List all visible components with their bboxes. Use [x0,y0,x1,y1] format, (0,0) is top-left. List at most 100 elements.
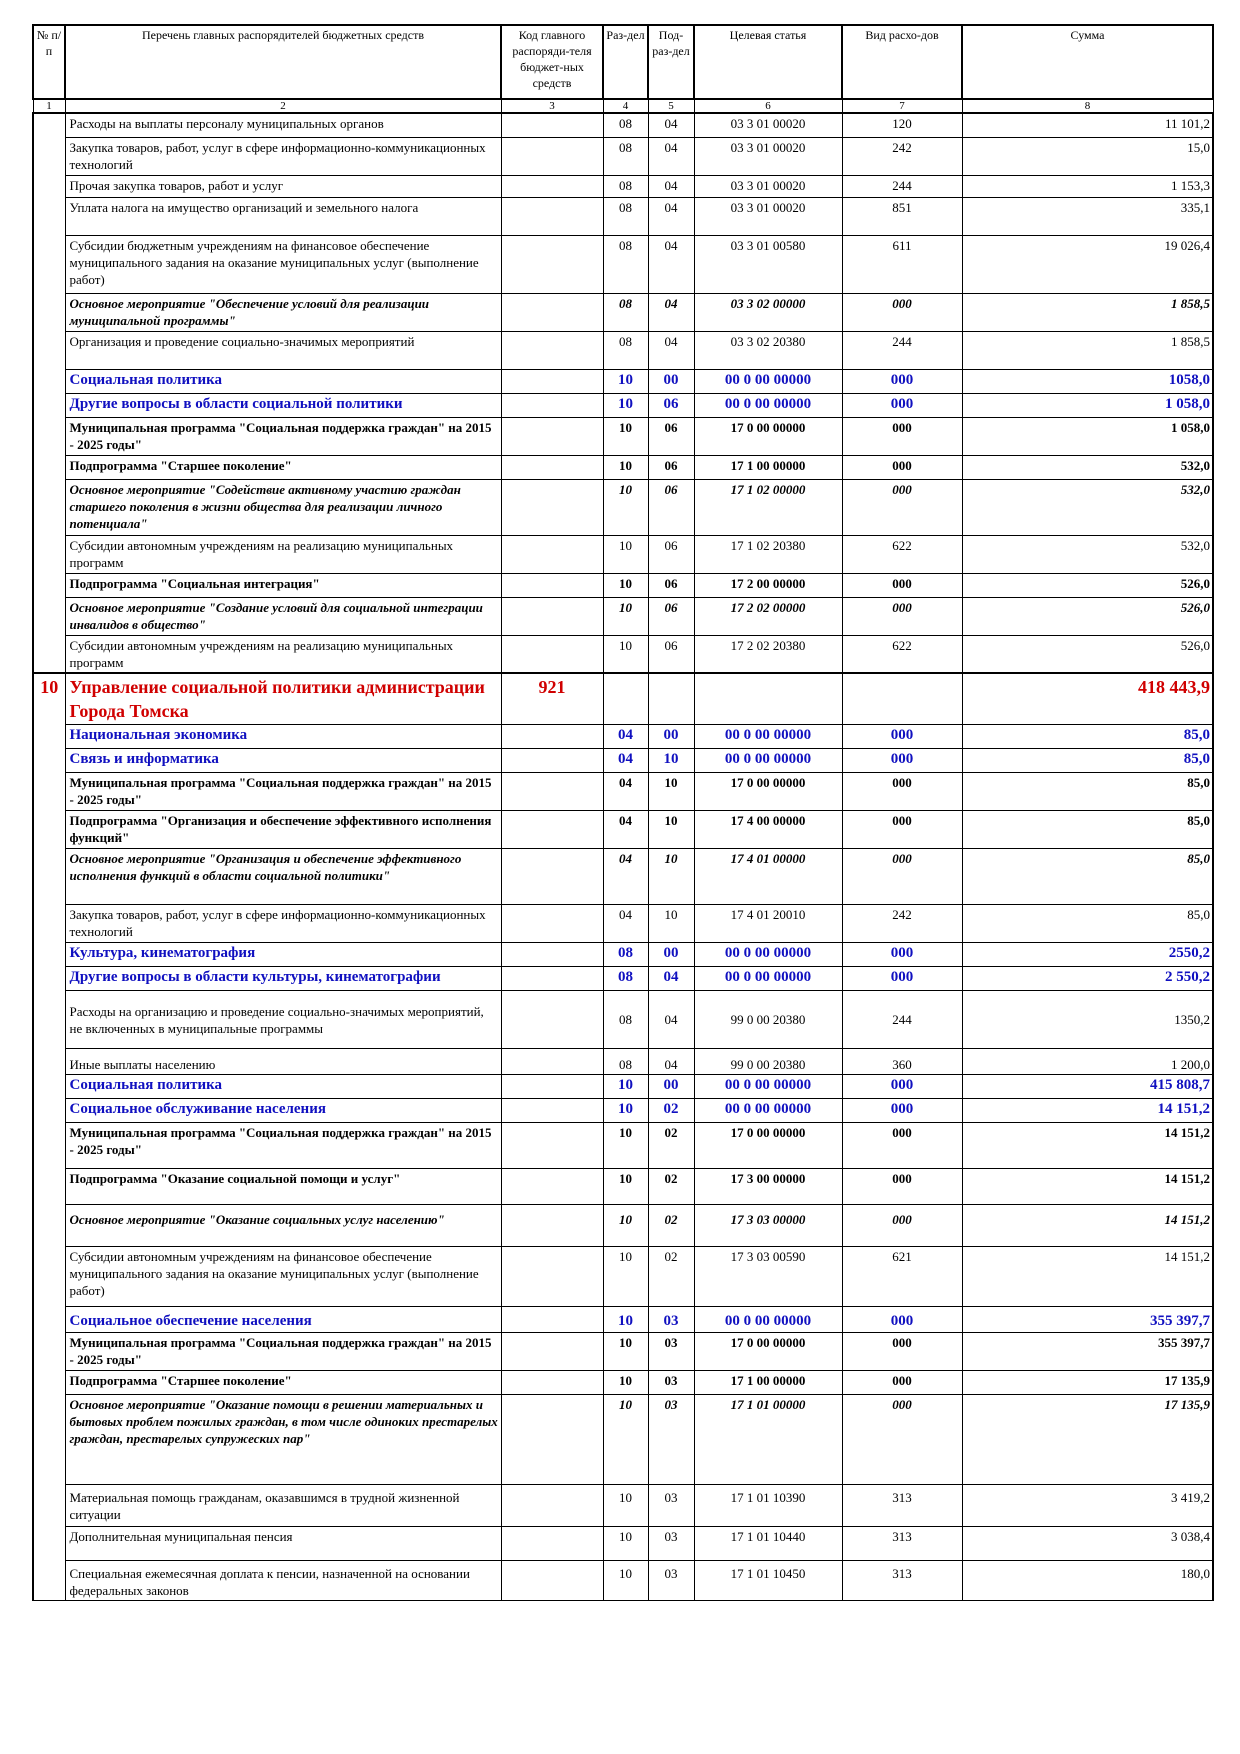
row-razdel: 08 [602,942,649,967]
row-number [32,1370,66,1395]
row-podrazdel: 06 [647,454,695,480]
row-podrazdel: 04 [647,234,695,294]
row-sum: 17 135,9 [961,1394,1214,1485]
row-podrazdel: 04 [647,990,695,1049]
header-row: № п/п Перечень главных распорядителей бю… [32,24,1214,100]
row-target: 17 4 01 20010 [693,904,843,943]
row-podrazdel: 02 [647,1246,695,1307]
row-vid: 000 [841,1306,963,1333]
row-code: 921 [500,672,604,725]
row-number [32,175,66,197]
column-index: 1 [32,98,66,114]
row-vid: 242 [841,136,963,176]
row-sum: 1 058,0 [961,392,1214,418]
row-vid: 000 [841,1204,963,1247]
header-name: Перечень главных распорядителей бюджетны… [64,24,502,100]
row-razdel: 04 [602,772,649,811]
table-row: Основное мероприятие "Организация и обес… [32,848,1214,905]
row-number [32,197,66,235]
row-podrazdel: 06 [647,572,695,598]
table-row: Муниципальная программа "Социальная подд… [32,772,1214,811]
row-podrazdel: 10 [647,810,695,849]
row-target: 00 0 00 00000 [693,1074,843,1099]
table-row: Связь и информатика 04 10 00 0 00 00000 000 8… [32,748,1214,773]
row-number [32,597,66,635]
row-name: Социальное обеспечение населения [64,1306,502,1333]
row-code [500,1306,604,1333]
row-code [500,1074,604,1099]
row-vid: 000 [841,368,963,394]
row-name: Уплата налога на имущество организаций и… [64,196,502,236]
row-podrazdel: 00 [647,1074,695,1099]
row-number [32,1526,66,1561]
row-podrazdel: 04 [647,196,695,236]
row-target: 00 0 00 00000 [693,368,843,394]
row-vid: 244 [841,990,963,1049]
row-code [500,1370,604,1395]
table-row: Основное мероприятие "Создание условий д… [32,596,1214,636]
row-vid: 000 [841,772,963,811]
row-sum: 355 397,7 [961,1332,1214,1371]
row-razdel: 08 [602,966,649,991]
row-sum: 3 038,4 [961,1526,1214,1561]
row-vid: 000 [841,966,963,991]
row-razdel: 10 [602,1526,649,1561]
table-row: Основное мероприятие "Оказание помощи в … [32,1394,1214,1485]
row-razdel: 08 [602,330,649,370]
row-sum: 85,0 [961,748,1214,773]
row-podrazdel: 04 [647,112,695,138]
row-code [500,478,604,536]
row-podrazdel: 06 [647,416,695,456]
row-razdel: 08 [602,234,649,294]
row-number [32,942,66,967]
row-sum: 1350,2 [961,990,1214,1049]
row-podrazdel: 04 [647,292,695,332]
row-name: Национальная экономика [64,724,502,749]
row-number [32,904,66,943]
column-index: 5 [647,98,695,114]
row-razdel: 08 [602,112,649,138]
row-podrazdel: 00 [647,942,695,967]
row-code [500,1526,604,1561]
row-target: 17 3 03 00590 [693,1246,843,1307]
row-vid: 000 [841,1370,963,1395]
row-razdel: 08 [602,136,649,176]
header-razdel: Раз-дел [602,24,649,100]
row-number [32,772,66,811]
row-code [500,234,604,294]
row-vid: 000 [841,392,963,418]
row-target: 17 1 01 10440 [693,1526,843,1561]
row-number [32,1168,66,1205]
table-row: Субсидии автономным учреждениям на финан… [32,1246,1214,1307]
table-row: Основное мероприятие "Оказание социальны… [32,1204,1214,1247]
row-number [32,393,66,417]
row-sum: 14 151,2 [961,1122,1214,1169]
row-podrazdel: 02 [647,1168,695,1205]
row-razdel: 10 [602,572,649,598]
row-podrazdel: 06 [647,478,695,536]
row-code [500,136,604,176]
row-target: 99 0 00 20380 [693,990,843,1049]
row-code [500,1098,604,1123]
row-target: 17 1 02 20380 [693,534,843,574]
row-target: 17 0 00 00000 [693,416,843,456]
row-razdel: 04 [602,848,649,905]
row-number [32,1246,66,1307]
row-name: Социальная политика [64,1074,502,1099]
row-sum: 415 808,7 [961,1074,1214,1099]
row-sum: 1 153,3 [961,174,1214,198]
table-row: Закупка товаров, работ, услуг в сфере ин… [32,136,1214,176]
table-row: Закупка товаров, работ, услуг в сфере ин… [32,904,1214,943]
row-vid: 313 [841,1484,963,1527]
row-name: Специальная ежемесячная доплата к пенсии… [64,1560,502,1601]
row-number [32,1306,66,1333]
row-target: 00 0 00 00000 [693,392,843,418]
row-number [32,293,66,331]
row-razdel: 10 [602,1074,649,1099]
row-sum: 1 200,0 [961,1048,1214,1075]
row-target: 99 0 00 20380 [693,1048,843,1075]
table-row: Национальная экономика 04 00 00 0 00 00000 0… [32,724,1214,749]
row-podrazdel: 03 [647,1526,695,1561]
table-row: Муниципальная программа "Социальная подд… [32,1332,1214,1371]
row-code [500,174,604,198]
